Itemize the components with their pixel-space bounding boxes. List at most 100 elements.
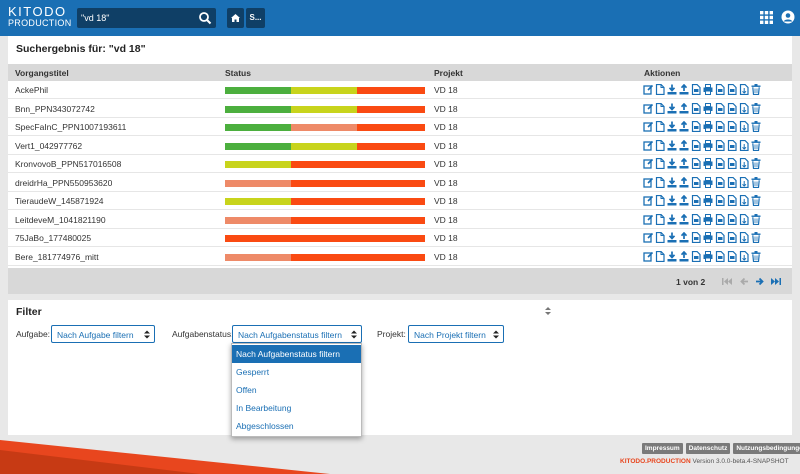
process-title[interactable]: 75JaBo_177480025 (15, 233, 92, 243)
process-title[interactable]: Bnn_PPN343072742 (15, 103, 95, 114)
process-title[interactable]: TieraudeW_145871924 (15, 196, 104, 206)
document-icon[interactable] (655, 102, 665, 114)
download-icon[interactable] (667, 158, 677, 169)
pdf-icon[interactable] (715, 84, 725, 95)
delete-icon[interactable] (751, 158, 761, 169)
table-row[interactable]: Bnn_PPN343072742 VD 18 (8, 100, 792, 118)
document-icon[interactable] (655, 250, 665, 262)
pdf-icon[interactable] (691, 84, 701, 95)
table-row[interactable]: Bere_181774976_mitt VD 18 (8, 248, 792, 266)
download-icon[interactable] (667, 251, 677, 262)
table-row[interactable]: dreidrHa_PPN550953620 VD 18 (8, 174, 792, 192)
process-title[interactable]: LeitdeveM_1041821190 (15, 214, 106, 225)
column-header-status[interactable]: Status (225, 68, 251, 78)
apps-grid-icon[interactable] (760, 11, 773, 24)
download-icon[interactable] (667, 121, 677, 132)
home-button[interactable] (227, 8, 244, 28)
upload-icon[interactable] (679, 250, 689, 262)
export-icon[interactable] (739, 176, 749, 188)
upload-icon[interactable] (679, 102, 689, 114)
imprint-link[interactable]: Impressum (642, 443, 683, 454)
dropdown-option[interactable]: Gesperrt (236, 367, 270, 377)
download-icon[interactable] (667, 214, 677, 225)
process-title[interactable]: KronvovoB_PPN517016508 (15, 159, 122, 169)
search-icon[interactable] (198, 11, 212, 25)
export-icon[interactable] (739, 158, 749, 169)
previous-page-icon[interactable] (739, 277, 749, 286)
dropdown-option[interactable]: Nach Aufgabenstatus filtern (232, 345, 361, 363)
edit-icon[interactable] (643, 140, 653, 151)
document-icon[interactable] (655, 139, 665, 151)
export-icon[interactable] (739, 232, 749, 243)
upload-icon[interactable] (679, 195, 689, 206)
column-header-project[interactable]: Projekt (434, 68, 463, 78)
pdf-icon[interactable] (691, 250, 701, 262)
dropdown-option[interactable]: Abgeschlossen (236, 421, 294, 431)
edit-icon[interactable] (643, 214, 653, 225)
download-icon[interactable] (667, 177, 677, 188)
privacy-link[interactable]: Datenschutz (685, 443, 731, 454)
pdf-icon[interactable] (715, 195, 725, 206)
process-title[interactable]: SpecFaInC_PPN1007193611 (15, 122, 127, 132)
upload-icon[interactable] (679, 176, 689, 188)
delete-icon[interactable] (751, 121, 761, 132)
project-filter-select[interactable]: Nach Projekt filtern (408, 325, 504, 343)
process-title[interactable]: dreidrHa_PPN550953620 (15, 177, 113, 188)
dropdown-option[interactable]: In Bearbeitung (236, 403, 292, 413)
pdf-icon[interactable] (727, 213, 737, 225)
shortcut-button[interactable]: S... (246, 8, 265, 28)
last-page-icon[interactable] (771, 277, 781, 286)
upload-icon[interactable] (679, 213, 689, 225)
next-page-icon[interactable] (755, 277, 765, 286)
delete-icon[interactable] (751, 195, 761, 206)
app-logo[interactable]: KITODO PRODUCTION (8, 5, 72, 29)
document-icon[interactable] (655, 84, 665, 95)
taskstatus-filter-select[interactable]: Nach Aufgabenstatus filtern (232, 325, 362, 343)
delete-icon[interactable] (751, 213, 761, 225)
pdf-icon[interactable] (727, 84, 737, 95)
document-icon[interactable] (655, 158, 665, 169)
print-icon[interactable] (703, 158, 713, 169)
document-icon[interactable] (655, 121, 665, 132)
delete-icon[interactable] (751, 250, 761, 262)
edit-icon[interactable] (643, 158, 653, 169)
upload-icon[interactable] (679, 158, 689, 169)
delete-icon[interactable] (751, 102, 761, 114)
pdf-icon[interactable] (715, 102, 725, 114)
pdf-icon[interactable] (715, 213, 725, 225)
edit-icon[interactable] (643, 251, 653, 262)
pdf-icon[interactable] (727, 102, 737, 114)
edit-icon[interactable] (643, 84, 653, 95)
print-icon[interactable] (703, 213, 713, 225)
table-row[interactable]: LeitdeveM_1041821190 VD 18 (8, 211, 792, 229)
export-icon[interactable] (739, 121, 749, 132)
process-title[interactable]: Vert1_042977762 (15, 140, 83, 151)
print-icon[interactable] (703, 84, 713, 95)
download-icon[interactable] (667, 195, 677, 206)
upload-icon[interactable] (679, 121, 689, 132)
pdf-icon[interactable] (727, 121, 737, 132)
document-icon[interactable] (655, 176, 665, 188)
edit-icon[interactable] (643, 103, 653, 114)
upload-icon[interactable] (679, 84, 689, 95)
document-icon[interactable] (655, 213, 665, 225)
pdf-icon[interactable] (691, 121, 701, 132)
pdf-icon[interactable] (727, 139, 737, 151)
pdf-icon[interactable] (691, 213, 701, 225)
delete-icon[interactable] (751, 139, 761, 151)
delete-icon[interactable] (751, 176, 761, 188)
pdf-icon[interactable] (715, 158, 725, 169)
export-icon[interactable] (739, 213, 749, 225)
user-icon[interactable] (781, 10, 795, 24)
edit-icon[interactable] (643, 232, 653, 243)
collapse-toggle-icon[interactable] (544, 306, 552, 316)
table-row[interactable]: TieraudeW_145871924 VD 18 (8, 192, 792, 210)
download-icon[interactable] (667, 84, 677, 95)
pdf-icon[interactable] (691, 102, 701, 114)
export-icon[interactable] (739, 139, 749, 151)
terms-link[interactable]: Nutzungsbedingungen (733, 443, 800, 454)
pdf-icon[interactable] (727, 176, 737, 188)
print-icon[interactable] (703, 250, 713, 262)
pdf-icon[interactable] (691, 232, 701, 243)
export-icon[interactable] (739, 102, 749, 114)
